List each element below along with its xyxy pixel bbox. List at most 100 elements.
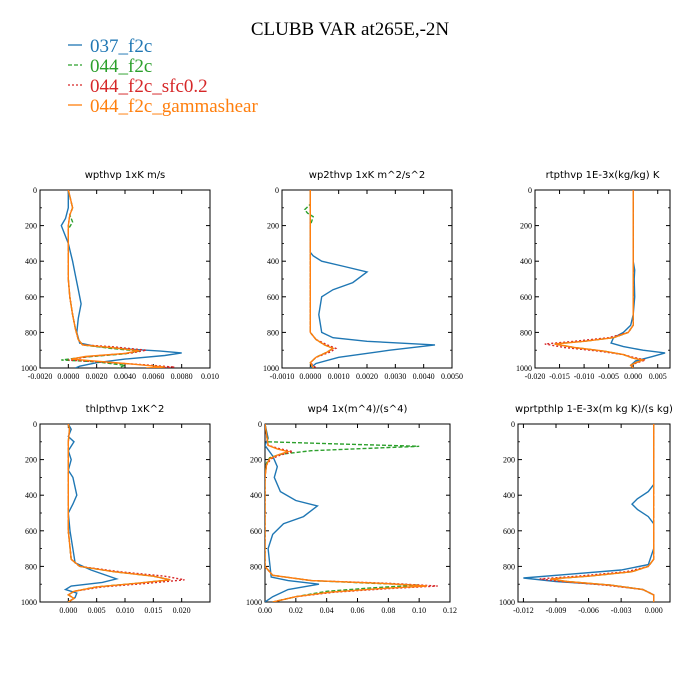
x-tick-label: -0.0010 bbox=[270, 372, 295, 381]
chart-panel: wprtpthlp 1-E-3x(m kg K)/(s kg)0 200 400 60… bbox=[499, 404, 673, 615]
x-tick-label: -0.020 bbox=[525, 372, 546, 381]
y-tick-label: 400 bbox=[503, 491, 515, 500]
y-tick-label: 1000 bbox=[21, 598, 37, 607]
series-line bbox=[554, 190, 646, 368]
panel-title: wpthvp 1xK m/s bbox=[85, 170, 166, 181]
x-tick-label: 0.020 bbox=[173, 606, 191, 615]
x-tick-label: 0.0020 bbox=[86, 372, 108, 381]
series-line bbox=[66, 424, 185, 602]
series-line bbox=[265, 424, 320, 602]
chart-panel: wp2thvp 1xK m^2/s^2 0 200 400 600 800 1000-0.0… bbox=[263, 170, 463, 381]
y-tick-label: 0 bbox=[275, 186, 279, 195]
panel-title: wp2thvp 1xK m^2/s^2 bbox=[309, 170, 425, 181]
y-tick-label: 200 bbox=[267, 222, 279, 231]
panel-title: wprtpthlp 1-E-3x(m kg K)/(s kg) bbox=[515, 404, 673, 415]
series-line bbox=[63, 424, 119, 602]
legend-entry: 044_f2c_sfc0.2 bbox=[90, 76, 208, 97]
x-tick-label: 0.0010 bbox=[328, 372, 350, 381]
y-tick-label: 200 bbox=[520, 222, 532, 231]
y-tick-label: 600 bbox=[267, 293, 279, 302]
series-line bbox=[66, 424, 171, 602]
x-tick-label: 0.12 bbox=[443, 606, 457, 615]
y-tick-label: 800 bbox=[503, 562, 515, 571]
y-tick-label: 600 bbox=[520, 293, 532, 302]
y-tick-label: 600 bbox=[25, 293, 37, 302]
y-tick-label: 200 bbox=[503, 456, 515, 465]
y-tick-label: 800 bbox=[25, 328, 37, 337]
y-tick-label: 400 bbox=[25, 491, 37, 500]
y-tick-label: 0 bbox=[33, 420, 37, 429]
y-tick-label: 400 bbox=[250, 491, 262, 500]
x-tick-label: 0.0080 bbox=[171, 372, 193, 381]
series-line bbox=[66, 424, 171, 602]
y-tick-label: 800 bbox=[250, 562, 262, 571]
x-tick-label: 0.02 bbox=[289, 606, 303, 615]
x-tick-label: 0.0000 bbox=[57, 372, 79, 381]
chart-panel: wpthvp 1xK m/s 0 200 400 600 800 1000-0.0020 0.… bbox=[21, 170, 219, 381]
x-tick-label: 0.000 bbox=[624, 372, 642, 381]
y-tick-label: 200 bbox=[25, 222, 37, 231]
legend: 037_f2c044_f2c044_f2c_sfc0.2044_f2c_gamm… bbox=[68, 36, 258, 117]
series-line bbox=[265, 424, 438, 602]
legend-entry: 044_f2c bbox=[90, 56, 152, 77]
series-line bbox=[67, 190, 165, 368]
y-tick-label: 600 bbox=[503, 527, 515, 536]
x-tick-label: -0.005 bbox=[598, 372, 619, 381]
y-tick-label: 1000 bbox=[246, 598, 262, 607]
x-tick-label: 0.0020 bbox=[356, 372, 378, 381]
series-line bbox=[309, 190, 335, 368]
y-tick-label: 0 bbox=[258, 420, 262, 429]
series-line bbox=[544, 190, 649, 368]
x-tick-label: 0.0040 bbox=[114, 372, 136, 381]
x-tick-label: -0.003 bbox=[611, 606, 632, 615]
x-tick-label: 0.010 bbox=[201, 372, 219, 381]
x-tick-label: 0.10 bbox=[412, 606, 426, 615]
panel-title: rtpthvp 1E-3x(kg/kg) K bbox=[546, 170, 660, 181]
x-tick-label: 0.000 bbox=[59, 606, 77, 615]
figure-title: CLUBB VAR at265E,-2N bbox=[251, 19, 450, 40]
y-tick-label: 200 bbox=[25, 456, 37, 465]
chart-panel: rtpthvp 1E-3x(kg/kg) K02004006008001000-… bbox=[516, 170, 671, 381]
x-tick-label: 0.005 bbox=[88, 606, 106, 615]
series-line bbox=[309, 190, 436, 368]
x-tick-label: -0.006 bbox=[578, 606, 599, 615]
x-tick-label: 0.0050 bbox=[441, 372, 463, 381]
x-tick-label: 0.0000 bbox=[299, 372, 321, 381]
legend-entry: 044_f2c_gammashear bbox=[90, 96, 258, 117]
x-tick-label: 0.08 bbox=[381, 606, 395, 615]
x-tick-label: -0.012 bbox=[513, 606, 534, 615]
y-tick-label: 1000 bbox=[21, 364, 37, 373]
x-tick-label: 0.000 bbox=[645, 606, 663, 615]
y-tick-label: 1000 bbox=[263, 364, 279, 373]
x-tick-label: 0.005 bbox=[649, 372, 667, 381]
y-tick-label: 800 bbox=[25, 562, 37, 571]
x-tick-label: 0.010 bbox=[116, 606, 134, 615]
x-tick-label: -0.015 bbox=[549, 372, 570, 381]
y-tick-label: 600 bbox=[250, 527, 262, 536]
series-line bbox=[60, 190, 182, 368]
series-line bbox=[610, 190, 666, 368]
x-tick-label: -0.010 bbox=[574, 372, 595, 381]
series-line bbox=[550, 424, 655, 602]
plot-frame bbox=[39, 423, 211, 603]
y-tick-label: 800 bbox=[520, 328, 532, 337]
y-tick-label: 1000 bbox=[499, 598, 515, 607]
x-tick-label: 0.015 bbox=[144, 606, 162, 615]
panel-title: thlpthvp 1xK^2 bbox=[86, 404, 165, 415]
plot-frame bbox=[264, 423, 451, 603]
y-tick-label: 0 bbox=[33, 186, 37, 195]
y-tick-label: 400 bbox=[25, 257, 37, 266]
y-tick-label: 800 bbox=[267, 328, 279, 337]
x-tick-label: -0.009 bbox=[546, 606, 567, 615]
y-tick-label: 1000 bbox=[516, 364, 532, 373]
plot-frame bbox=[534, 189, 671, 369]
y-tick-label: 0 bbox=[528, 186, 532, 195]
y-tick-label: 0 bbox=[511, 420, 515, 429]
x-tick-label: 0.06 bbox=[351, 606, 365, 615]
chart-panel: thlpthvp 1xK^2 0 200 400 600 800 1000 0.000 0.00… bbox=[21, 404, 211, 615]
series-line bbox=[265, 424, 420, 602]
x-tick-label: 0.00 bbox=[258, 606, 272, 615]
